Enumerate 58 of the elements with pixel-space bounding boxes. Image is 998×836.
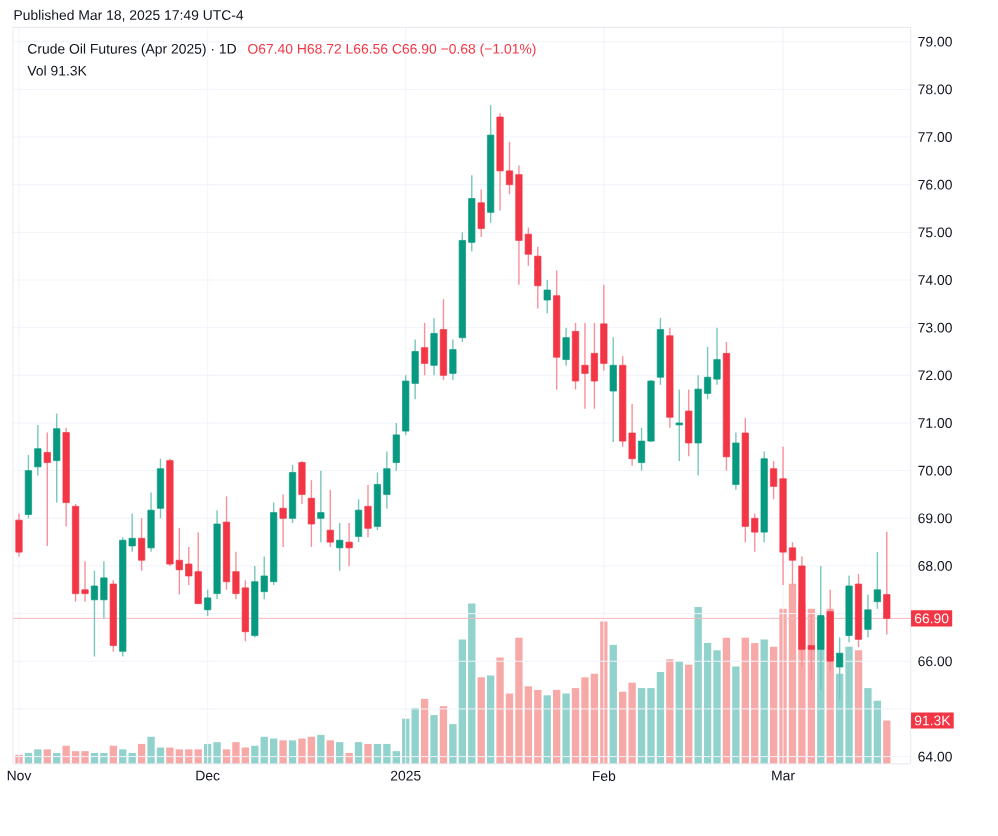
candlestick <box>864 593 872 639</box>
bar <box>562 693 570 764</box>
candlestick <box>421 322 429 377</box>
candlestick <box>307 479 315 548</box>
candlestick <box>675 388 683 462</box>
bar <box>486 675 495 764</box>
bar <box>609 644 617 764</box>
bar <box>732 666 740 764</box>
bar <box>345 752 353 764</box>
candlestick <box>204 589 212 617</box>
candlestick <box>656 317 664 386</box>
candlestick <box>562 326 570 367</box>
candlestick <box>392 422 400 472</box>
candlestick <box>298 460 306 505</box>
candlestick <box>449 338 457 381</box>
candlestick <box>326 489 334 548</box>
bar <box>666 659 674 764</box>
candlestick <box>279 493 287 548</box>
candlestick <box>430 317 438 377</box>
bar <box>420 698 429 764</box>
candlestick <box>156 458 165 519</box>
bar <box>722 637 731 764</box>
bar <box>760 639 768 764</box>
bar <box>675 661 683 764</box>
candlestick <box>53 412 61 504</box>
bar <box>279 740 287 764</box>
candlestick <box>364 484 372 539</box>
candlestick <box>534 245 542 310</box>
candlestick <box>336 522 344 572</box>
candlestick <box>288 464 297 524</box>
candlestick <box>355 498 363 543</box>
bar <box>317 734 325 764</box>
bar <box>552 689 561 764</box>
bar <box>288 740 297 764</box>
bar <box>430 715 438 764</box>
bar <box>477 677 485 764</box>
candlestick <box>147 491 155 553</box>
candlestick <box>15 512 23 558</box>
candlestick <box>439 298 448 381</box>
bar <box>543 695 551 764</box>
bar <box>854 650 863 764</box>
bar <box>364 743 372 764</box>
candlestick <box>543 279 551 315</box>
bar <box>326 740 334 764</box>
candlestick <box>685 388 693 458</box>
candlestick <box>34 424 42 477</box>
candlestick <box>24 454 32 519</box>
candlestick <box>317 469 325 543</box>
candlestick <box>883 530 891 636</box>
candlestick <box>138 517 146 572</box>
candlestick <box>609 336 617 443</box>
bar <box>685 664 693 764</box>
candlestick <box>345 522 353 567</box>
candlestick <box>43 431 51 547</box>
candlestick <box>477 188 485 238</box>
candlestick <box>732 431 740 491</box>
bar <box>883 720 891 764</box>
candlestick <box>873 551 881 610</box>
